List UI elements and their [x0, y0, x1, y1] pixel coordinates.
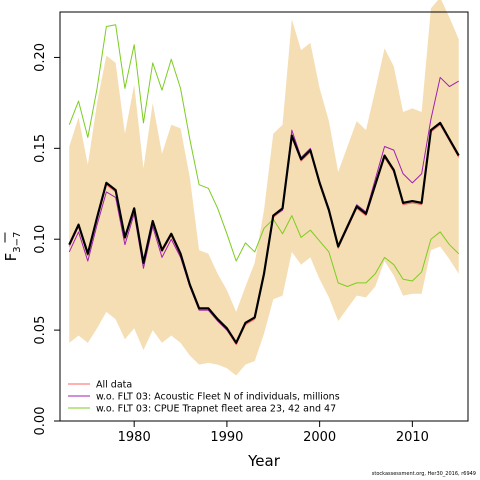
y-tick-label: 0.00: [33, 407, 48, 436]
plot-frame: [59, 11, 469, 422]
legend-label: w.o. FLT 03: CPUE Trapnet fleet area 23,…: [96, 404, 336, 415]
legend-label: All data: [96, 380, 132, 391]
y-axis-label-subscript: 3−7: [12, 232, 23, 253]
x-tick-label: 1980: [118, 430, 151, 445]
x-tick-label: 2010: [396, 430, 429, 445]
y-tick-label: 0.20: [33, 43, 48, 72]
y-tick-label: 0.15: [33, 134, 48, 163]
y-axis: 0.00 0.05 0.10 0.15 0.20: [33, 43, 60, 436]
y-tick-label: 0.05: [33, 316, 48, 345]
x-axis: 1980 1990 2000 2010: [118, 421, 429, 445]
y-axis-label-main: F: [2, 253, 20, 262]
series-layer: [68, 24, 460, 346]
x-tick-label: 1990: [210, 430, 243, 445]
legend-label: w.o. FLT 03: Acoustic Fleet N of individ…: [96, 392, 340, 403]
series-line-0: [68, 121, 460, 344]
x-tick-label: 2000: [303, 430, 336, 445]
svg-text:F3−7: F3−7: [2, 232, 23, 262]
y-axis-label: F3−7: [2, 232, 23, 262]
y-tick-label: 0.10: [33, 225, 48, 254]
series-line-3: [68, 24, 460, 287]
confidence-band: [69, 0, 459, 376]
x-axis-label: Year: [247, 452, 281, 470]
confidence-band-layer: [69, 0, 459, 376]
footer-credit: stockassessment.org, Her30_2016, r6949: [371, 471, 476, 477]
